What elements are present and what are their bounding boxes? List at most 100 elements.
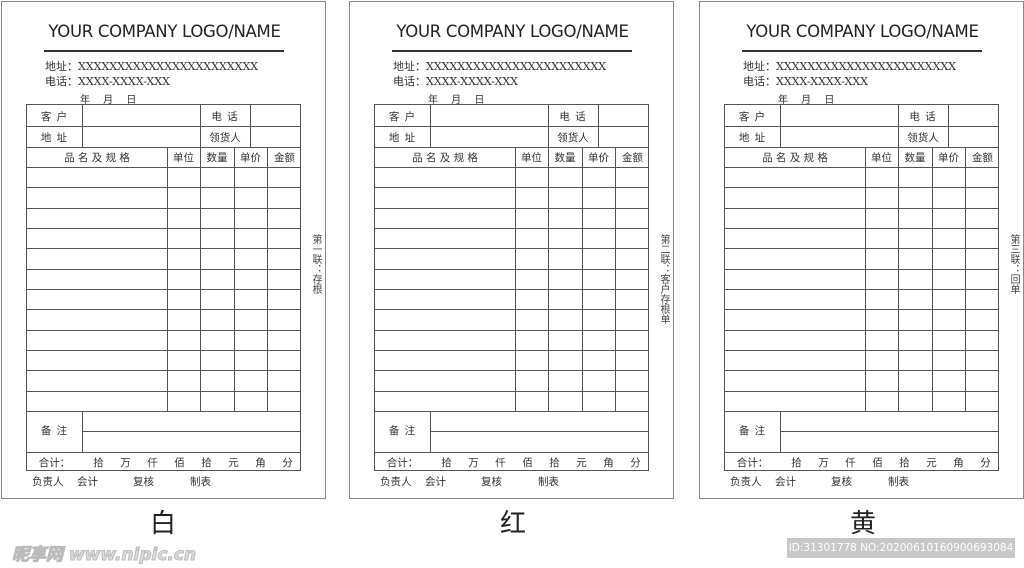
col-line <box>515 147 516 411</box>
signature-label: 会计 <box>425 476 446 488</box>
watermark: 昵享网 www.nipic.cn <box>11 545 197 566</box>
phone-label: 电 话 <box>211 111 239 123</box>
copy-color-caption: 黄 <box>849 509 876 539</box>
column-header: 品 名 及 规 格 <box>762 152 828 164</box>
phone-label: 电 话 <box>909 111 937 123</box>
total-label: 合计： <box>386 457 419 469</box>
row-line <box>375 309 648 310</box>
company-title: YOUR COMPANY LOGO/NAME <box>396 22 629 41</box>
column-header: 金额 <box>972 152 993 164</box>
column-header: 金额 <box>622 152 643 164</box>
row-line <box>725 126 998 127</box>
row-line <box>375 187 648 188</box>
copy-color-caption: 红 <box>499 509 526 539</box>
column-header: 单价 <box>240 152 261 164</box>
row-line <box>27 330 300 331</box>
amount-unit: 元 <box>576 457 588 469</box>
row-line <box>375 126 648 127</box>
amount-unit: 佰 <box>522 457 534 469</box>
row-line <box>725 228 998 229</box>
phone-line: 电话：XXXX-XXXX-XXX <box>393 75 519 88</box>
col-line <box>267 147 268 411</box>
row-line <box>725 391 998 392</box>
amount-unit: 万 <box>468 457 480 469</box>
signature-label: 负责人 <box>32 476 64 488</box>
column-header: 单位 <box>521 152 542 164</box>
invoice-table: 客 户地 址 电 话领货人品 名 及 规 格 单位 数量 单价 金额备 注合计： 拾 万 仟 佰 拾… <box>374 104 649 471</box>
row-line <box>27 147 300 148</box>
row-line <box>725 248 998 249</box>
col-line <box>582 147 583 411</box>
address-label: 地 址 <box>40 132 69 144</box>
invoice-table: 客 户地 址 电 话领货人品 名 及 规 格 单位 数量 单价 金额备 注合计： 拾 万 仟 佰 拾… <box>724 104 999 471</box>
col-line <box>82 105 83 147</box>
title-underline <box>44 50 284 52</box>
row-line <box>27 289 300 290</box>
row-line <box>725 269 998 270</box>
col-line <box>200 147 201 411</box>
col-line <box>430 411 431 452</box>
amount-unit: 佰 <box>174 457 186 469</box>
row-line <box>375 350 648 351</box>
signature-label: 会计 <box>77 476 98 488</box>
date-line: 年 月 日 <box>428 95 485 106</box>
row-line <box>375 330 648 331</box>
amount-unit: 拾 <box>791 457 803 469</box>
column-header: 金额 <box>274 152 295 164</box>
column-header: 单价 <box>588 152 609 164</box>
signature-label: 制表 <box>888 476 909 488</box>
col-line <box>548 147 549 411</box>
amount-unit: 分 <box>282 457 294 469</box>
column-header: 数量 <box>206 152 228 164</box>
remarks-label: 备 注 <box>388 425 417 437</box>
column-header: 数量 <box>904 152 926 164</box>
receiver-label: 领货人 <box>907 132 939 144</box>
col-line <box>615 147 616 411</box>
row-line <box>375 167 648 168</box>
address-line: 地址：XXXXXXXXXXXXXXXXXXXXXXX <box>45 60 259 73</box>
column-header: 单位 <box>871 152 892 164</box>
amount-unit: 仟 <box>495 457 507 469</box>
amount-unit: 分 <box>980 457 992 469</box>
row-line <box>725 350 998 351</box>
row-line <box>27 370 300 371</box>
row-line <box>725 411 998 412</box>
row-line <box>375 411 648 412</box>
column-header: 数量 <box>554 152 576 164</box>
address-label: 地 址 <box>738 132 767 144</box>
company-title: YOUR COMPANY LOGO/NAME <box>746 22 979 41</box>
customer-label: 客 户 <box>388 111 417 123</box>
phone-label: 电 话 <box>559 111 587 123</box>
row-line <box>375 391 648 392</box>
signature-label: 负责人 <box>380 476 412 488</box>
row-line <box>725 452 998 453</box>
signature-label: 复核 <box>831 476 852 488</box>
col-line <box>200 105 201 147</box>
row-line <box>780 431 998 432</box>
row-line <box>27 411 300 412</box>
row-line <box>725 370 998 371</box>
row-line <box>725 330 998 331</box>
copy-label: 第一联：存根 <box>310 234 321 294</box>
title-underline <box>392 50 632 52</box>
amount-unit: 万 <box>120 457 132 469</box>
copy-label: 第二联：客户存根单 <box>658 234 669 324</box>
company-title: YOUR COMPANY LOGO/NAME <box>48 22 281 41</box>
amount-unit: 拾 <box>93 457 105 469</box>
col-line <box>780 105 781 147</box>
signature-label: 制表 <box>190 476 211 488</box>
row-line <box>725 167 998 168</box>
image-id-bar: ID:31301778 NO:20200610160900693084 <box>787 538 1015 558</box>
customer-label: 客 户 <box>738 111 767 123</box>
col-line <box>965 147 966 411</box>
phone-line: 电话：XXXX-XXXX-XXX <box>45 75 171 88</box>
col-line <box>430 105 431 147</box>
amount-unit: 角 <box>953 457 965 469</box>
invoice-form-2: YOUR COMPANY LOGO/NAME 地址：XXXXXXXXXXXXXXX… <box>349 1 674 499</box>
row-line <box>725 187 998 188</box>
signature-label: 负责人 <box>730 476 762 488</box>
address-line: 地址：XXXXXXXXXXXXXXXXXXXXXXX <box>393 60 607 73</box>
row-line <box>27 187 300 188</box>
amount-unit: 仟 <box>845 457 857 469</box>
row-line <box>27 228 300 229</box>
